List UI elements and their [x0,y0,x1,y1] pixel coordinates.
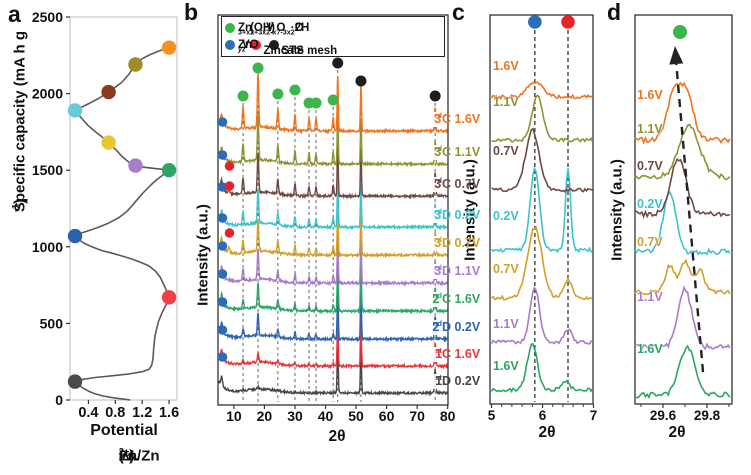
peak-marker-dot [561,15,575,29]
xrd-zoom-curve-c-2 [491,225,593,301]
svg-text:29.6: 29.6 [650,408,677,423]
phase-dot-green [252,62,264,74]
xrd-curve-3rd-D-0.7V [218,198,448,259]
phase-dot-green [272,88,284,100]
xrd-zoom-curve-c-4 [491,127,593,194]
panel-d-plot: 29.6 29.8 [634,14,733,423]
svg-text:5: 5 [488,408,496,423]
panel-b-plot: 10 20 30 40 50 60 70 80 [217,14,456,424]
xrd-zoom-curve-c-1 [490,286,593,345]
state-point-1st-C-1.6V [161,290,177,305]
svg-text:50: 50 [348,408,364,424]
znvo-marker-dot [217,241,228,251]
peak-shift-arrowhead [669,46,684,65]
svg-text:0: 0 [55,392,63,408]
xrd-curve-2nd-D-0.2V [218,283,448,343]
xrd-curve-3rd-D-0.2V [218,172,448,231]
xrd-zoom-curve-d-2 [634,258,731,296]
state-point-3rd-D-0.2V [67,103,83,118]
phase-dot-green [310,97,322,109]
svg-text:20: 20 [257,408,273,424]
capacity-curve [74,46,170,401]
xrd-curve-1st-C-1.6V [218,310,448,370]
svg-text:10: 10 [226,408,242,424]
phase-dot-green [327,94,339,106]
xrd-curves [218,73,448,397]
panel-a-plot: 0.4 0.8 1.2 1.6 0 500 1000 1500 2000 2500 [32,9,179,421]
svg-text:80: 80 [440,408,456,424]
phase-dot-black [332,57,344,69]
svg-text:2500: 2500 [32,9,63,25]
svg-text:1500: 1500 [32,162,63,178]
zincate-marker-dot [224,228,235,238]
xrd-zoom-curve-d-0 [634,344,731,400]
peak-marker-dot [528,15,542,29]
phase-dot-black [429,90,441,102]
state-point-3rd-C-0.7V [101,84,116,100]
svg-text:0.8: 0.8 [105,405,125,421]
zincate-marker-dot [224,181,235,191]
xrd-curve-3rd-C-0.7V [218,139,448,200]
xrd-zoom-curve-c-6 [490,81,593,101]
znvo-marker-dot [217,269,228,279]
svg-text:40: 40 [318,408,334,424]
state-point-2nd-C-1.6V [161,163,177,178]
phase-dot-green [289,84,301,96]
state-point-2nd-D-0.2V [67,228,83,244]
phase-dot-green [673,25,687,39]
peak-shift-arrow [675,63,705,373]
svg-text:60: 60 [379,408,395,424]
state-point-3rd-C-1.6V [161,40,177,55]
znvo-marker-dot [217,213,228,223]
zincate-marker-dot [224,161,235,171]
xrd-zoom-curve-c-0 [490,342,594,394]
state-point-3rd-C-1.1V [128,57,143,72]
svg-text:30: 30 [287,408,303,424]
phase-dot-black [355,75,367,87]
xrd-zoom-curve-c-3 [490,166,593,254]
xrd-zoom-curve-d-6 [634,81,731,145]
svg-text:1.6: 1.6 [159,405,179,421]
svg-text:29.8: 29.8 [694,408,721,423]
xrd-curve-1st-D-0.2V [218,337,448,397]
xrd-zoom-curve-d-4 [634,157,730,219]
svg-text:7: 7 [590,408,598,423]
znvo-marker-dot [217,182,228,192]
znvo-marker-dot [217,297,228,307]
svg-text:1.2: 1.2 [132,405,152,421]
svg-text:70: 70 [409,408,425,424]
state-point-3rd-D-0.7V [101,135,116,150]
znvo-marker-dot [217,117,228,127]
svg-text:6: 6 [539,408,547,423]
xrd-zoom-curve-d-1 [634,285,731,351]
xrd-zoom-curve-d-3 [634,190,731,256]
panel-c-plot: 5 6 7 [488,14,598,423]
svg-text:1000: 1000 [32,239,63,255]
znvo-marker-dot [217,150,228,160]
xrd-curve-3rd-D-1.1V [218,226,448,287]
znvo-marker-dot [217,352,228,362]
svg-text:2000: 2000 [32,86,63,102]
state-point-1st-D-0.2V [67,374,83,389]
svg-text:0.4: 0.4 [78,405,98,421]
state-point-3rd-D-1.1V [128,158,143,173]
znvo-marker-dot [217,325,228,335]
xrd-curve-3rd-C-1.1V [218,109,448,168]
xrd-curve-2nd-C-1.6V [218,255,448,315]
xrd-zoom-curve-c-5 [491,94,594,144]
svg-text:500: 500 [40,315,64,331]
phase-dot-green [237,90,249,102]
xrd-curve-3rd-C-1.6V [218,73,448,135]
